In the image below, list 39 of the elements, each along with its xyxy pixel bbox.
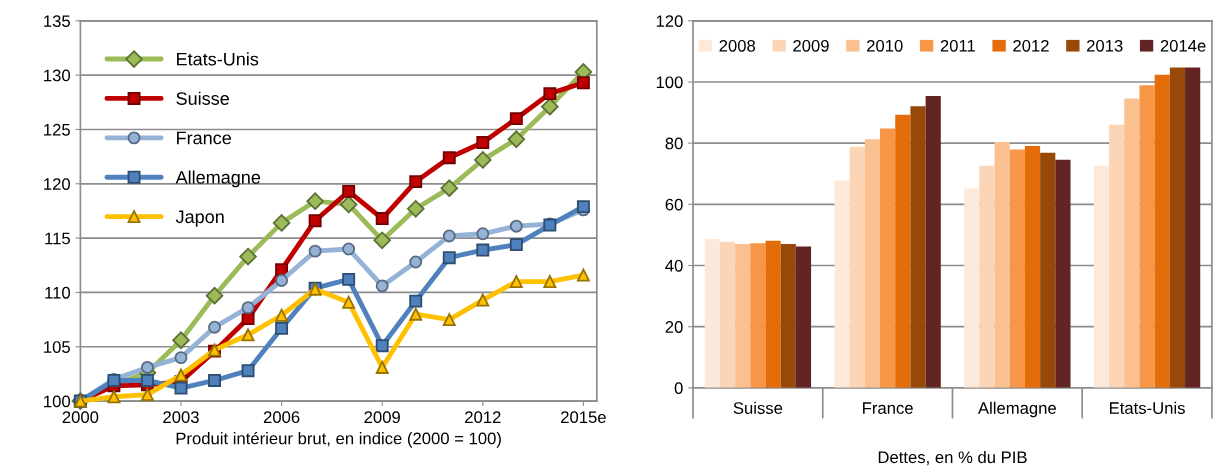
- x-tick-label: 2012: [465, 411, 501, 424]
- y-tick-label: 0: [674, 382, 683, 395]
- legend-label: Japon: [175, 210, 224, 227]
- x-tick-label: Allemagne: [977, 401, 1056, 418]
- legend-label: 2011: [940, 39, 975, 52]
- legend-label: 2008: [719, 39, 756, 52]
- legend-label: Etats-Unis: [177, 52, 259, 66]
- x-tick-label: 2006: [263, 411, 300, 424]
- legend-label: Suisse: [176, 91, 229, 105]
- legend-label: 2013: [1087, 39, 1123, 52]
- legend-label: France: [177, 131, 231, 145]
- y-tick-label: 105: [44, 341, 70, 353]
- legend-label: 2009: [793, 39, 829, 52]
- x-tick-label: 2015e: [561, 411, 606, 424]
- x-tick-label: 2003: [163, 411, 199, 424]
- y-tick-label: 120: [44, 178, 71, 190]
- y-tick-label: 130: [44, 69, 71, 82]
- x-tick-label: Etats-Unis: [1109, 401, 1185, 414]
- y-tick-label: 120: [656, 15, 683, 28]
- y-tick-label: 100: [44, 395, 71, 408]
- y-tick-label: 80: [665, 137, 683, 150]
- y-tick-label: 110: [45, 286, 71, 299]
- y-tick-label: 135: [44, 15, 70, 28]
- y-tick-label: 125: [44, 123, 70, 136]
- x-tick-label: 2009: [364, 411, 400, 424]
- x-axis-title: Dettes, en % du PIB: [878, 450, 1027, 466]
- y-tick-label: 115: [45, 232, 70, 245]
- legend-label: 2014e: [1160, 39, 1206, 52]
- legend-label: 2010: [867, 39, 903, 52]
- x-axis-title: Produit intérieur brut, en indice (2000 = 100): [176, 431, 501, 448]
- y-tick-label: 40: [665, 259, 683, 272]
- y-tick-label: 100: [656, 76, 683, 89]
- y-tick-label: 20: [665, 321, 683, 333]
- legend-label: 2012: [1013, 39, 1049, 52]
- legend-label: Allemagne: [175, 170, 261, 188]
- x-tick-label: Suisse: [733, 401, 783, 414]
- x-tick-label: 2000: [62, 411, 99, 424]
- y-tick-label: 60: [665, 198, 683, 211]
- x-tick-label: France: [863, 402, 913, 414]
